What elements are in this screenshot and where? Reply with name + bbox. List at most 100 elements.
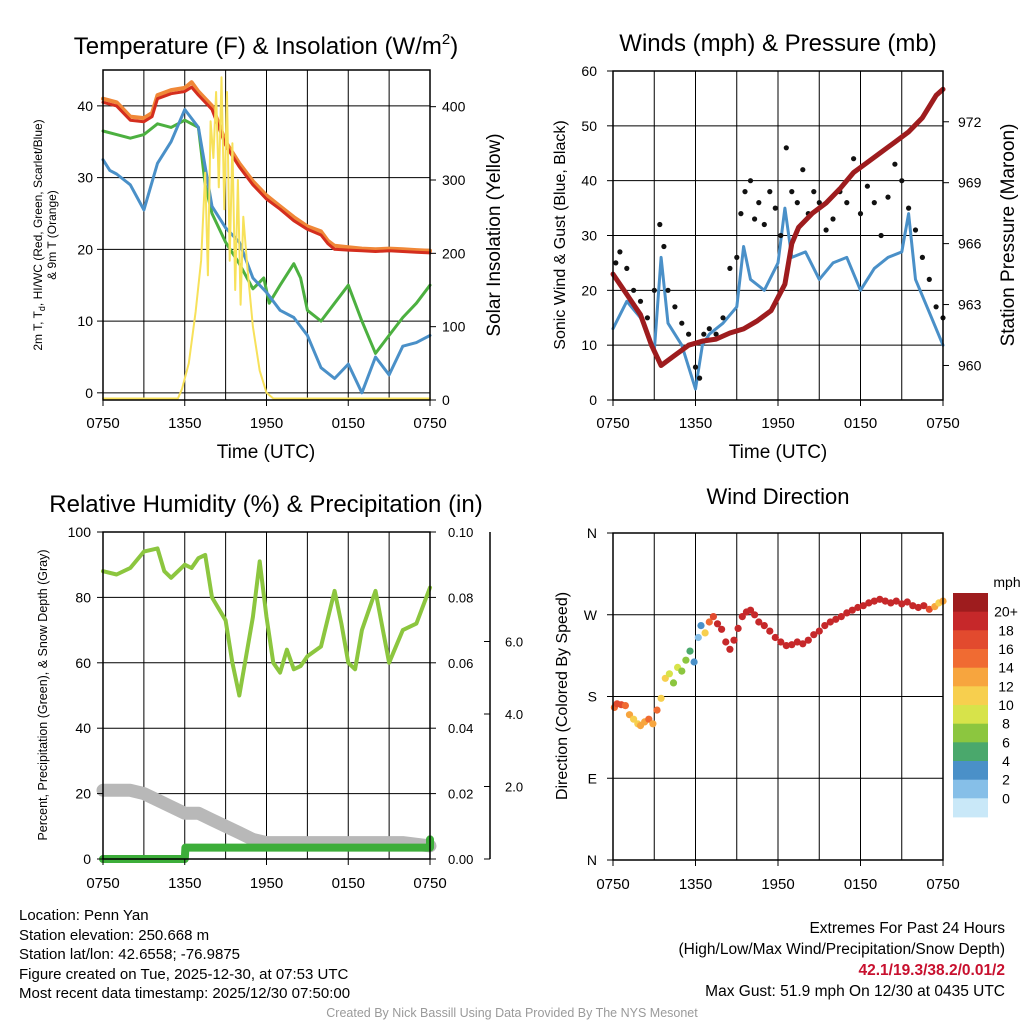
direction-x-tick-label-0: 0750 — [596, 876, 629, 893]
precip-y-ticks: 0.00 0.02 0.04 0.06 0.08 0.10 — [430, 525, 473, 867]
winds-x-tick-label-0: 0750 — [596, 415, 629, 432]
direction-point-56 — [865, 599, 873, 607]
direction-y-tick-label-1: E — [588, 770, 597, 786]
gust-point-19 — [727, 265, 733, 271]
gust-point-44 — [871, 200, 877, 206]
direction-point-24 — [705, 618, 713, 626]
gust-point-5 — [644, 315, 651, 321]
colorbar-label-7: 6 — [1002, 734, 1010, 750]
direction-point-22 — [697, 622, 705, 630]
colorbar-label-1: 18 — [998, 622, 1014, 638]
gust-point-15 — [701, 331, 707, 337]
direction-point-66 — [920, 602, 928, 610]
gust-point-49 — [906, 205, 912, 211]
humidity-title: Relative Humidity (%) & Precipitation (i… — [49, 491, 482, 518]
direction-point-42 — [788, 641, 796, 649]
temperature-y-tick-label-1: 10 — [77, 313, 93, 329]
temperature-title: Temperature (F) & Insolation (W/m2) — [74, 31, 458, 60]
temperature-y-label-line2: & 9m T (Orange) — [45, 190, 59, 280]
humidity-y-tick-label-5: 100 — [68, 524, 92, 540]
snow-y-tick-label-2: 6.0 — [505, 635, 523, 650]
direction-point-27 — [718, 625, 726, 633]
direction-point-58 — [876, 595, 884, 603]
gust-point-50 — [912, 227, 919, 233]
station-location: Location: Penn Yan — [19, 907, 149, 924]
credit-line: Created By Nick Bassill Using Data Provi… — [326, 1006, 698, 1020]
precip-y-tick-label-5: 0.10 — [448, 525, 473, 540]
direction-point-21 — [694, 633, 702, 642]
colorbar-label-0: 20+ — [994, 604, 1018, 620]
snow-y-tick-label-0: 2.0 — [505, 780, 523, 795]
direction-point-31 — [734, 624, 742, 633]
gust-point-38 — [830, 216, 836, 222]
colorbar-swatch-8 — [953, 742, 988, 762]
gust-point-20 — [734, 254, 740, 260]
colorbar-swatch-10 — [953, 779, 988, 799]
pressure-y-tick-label-0: 960 — [958, 357, 982, 373]
precip-y-tick-label-4: 0.08 — [448, 590, 473, 605]
gust-point-7 — [657, 221, 663, 228]
direction-point-10 — [649, 720, 657, 728]
gust-point-23 — [747, 178, 754, 184]
pressure-y-tick-label-4: 972 — [958, 114, 982, 130]
gust-point-26 — [761, 221, 767, 228]
extremes-values: 42.1/19.3/38.2/0.01/2 — [858, 962, 1005, 979]
direction-y-ticks: N E S W N — [584, 525, 613, 868]
direction-title: Wind Direction — [706, 484, 849, 509]
direction-y-label: Direction (Colored By Speed) — [554, 592, 571, 800]
colorbar-swatch-6 — [953, 705, 988, 725]
gust-point-28 — [772, 205, 778, 211]
colorbar-swatch-0 — [953, 593, 988, 613]
winds-series — [610, 86, 946, 391]
direction-point-19 — [686, 647, 694, 655]
winds-title: Winds (mph) & Pressure (mb) — [619, 30, 936, 57]
colorbar-label-10: 0 — [1002, 790, 1010, 806]
humidity-x-ticks: 0750 1350 1950 0150 0750 — [86, 859, 447, 892]
direction-point-12 — [657, 694, 665, 702]
pressure-y-tick-label-1: 963 — [958, 297, 982, 313]
temperature-series-3 — [101, 108, 432, 395]
direction-point-67 — [925, 605, 933, 613]
gust-point-43 — [864, 183, 871, 189]
extremes-subtitle: (High/Low/Max Wind/Precipitation/Snow De… — [678, 941, 1006, 958]
snow-y-tick-label-1: 4.0 — [505, 707, 523, 722]
recent-timestamp: Most recent data timestamp: 2025/12/30 0… — [19, 985, 351, 1002]
winds-y-label: Sonic Wind & Gust (Blue, Black) — [552, 120, 569, 349]
direction-point-48 — [821, 622, 829, 630]
direction-series — [610, 595, 947, 730]
direction-y-tick-label-0: N — [587, 852, 597, 868]
direction-point-15 — [669, 679, 678, 687]
direction-point-35 — [751, 611, 759, 619]
colorbar-swatch-5 — [953, 686, 988, 706]
temperature-x-tick-label-3: 0150 — [332, 415, 365, 432]
direction-point-53 — [848, 606, 856, 614]
direction-point-18 — [682, 656, 690, 664]
temperature-series — [101, 76, 432, 400]
gust-point-47 — [892, 161, 898, 167]
temperature-series-1 — [101, 85, 432, 255]
gust-point-46 — [885, 194, 891, 200]
humidity-y-tick-label-2: 40 — [75, 720, 91, 736]
direction-point-34 — [746, 606, 755, 614]
direction-point-60 — [887, 599, 895, 607]
colorbar-swatch-7 — [953, 723, 988, 743]
temperature-y-tick-label-4: 40 — [77, 98, 93, 114]
pressure-y-ticks: 960 963 966 969 972 — [943, 114, 982, 373]
direction-point-59 — [881, 597, 889, 605]
direction-point-50 — [832, 615, 840, 623]
direction-point-45 — [804, 636, 812, 644]
gust-point-3 — [631, 287, 637, 293]
direction-x-tick-label-1: 1350 — [679, 876, 712, 893]
humidity-y-tick-label-3: 60 — [75, 655, 91, 671]
colorbar-label-9: 2 — [1002, 772, 1010, 788]
direction-point-32 — [738, 613, 746, 621]
winds-y-tick-label-6: 60 — [581, 63, 597, 79]
direction-point-61 — [892, 597, 900, 605]
humidity-x-tick-label-3: 0150 — [332, 875, 365, 892]
gust-point-27 — [767, 189, 773, 195]
direction-point-23 — [701, 629, 709, 637]
temperature-y-tick-label-0: 0 — [85, 385, 93, 401]
gust-point-2 — [624, 265, 630, 271]
humidity-y-tick-label-1: 20 — [75, 786, 91, 802]
